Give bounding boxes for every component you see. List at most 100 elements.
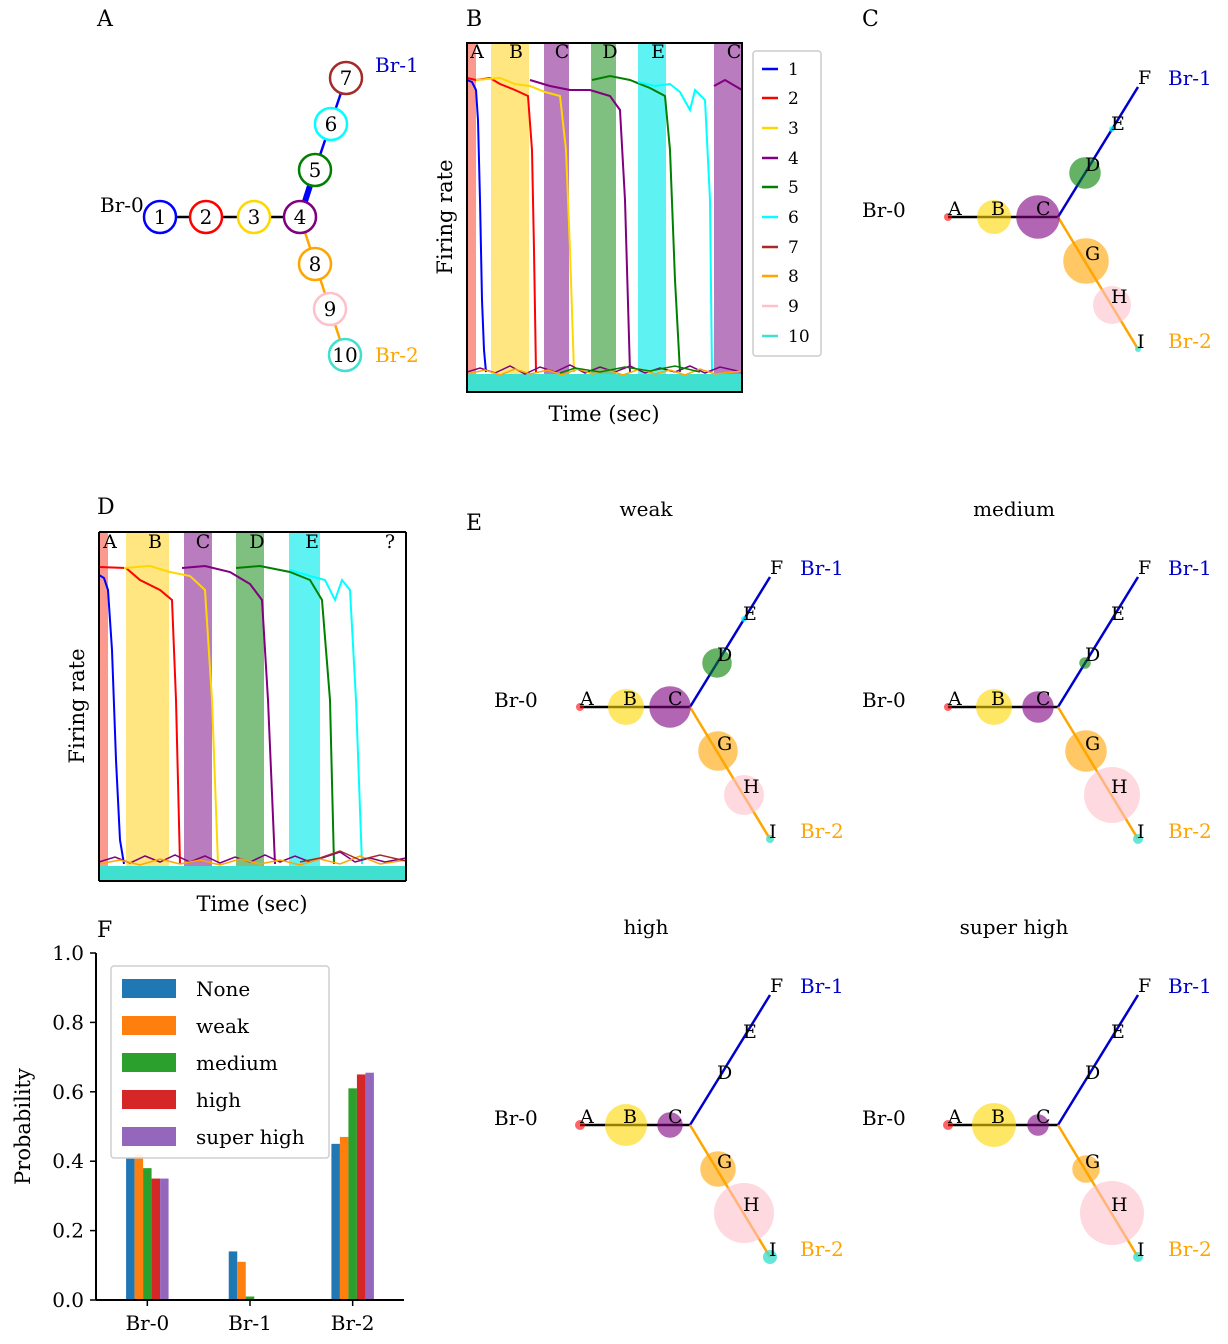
- legend-swatch: [122, 979, 176, 998]
- state-label-high-h: H: [743, 1194, 760, 1216]
- state-label-weak-c: C: [668, 688, 683, 710]
- legend-swatch: [122, 1127, 176, 1146]
- state-label-c-d: D: [1085, 154, 1100, 176]
- panel-d-letter: D: [97, 495, 115, 520]
- node-a-7: 7: [340, 66, 353, 90]
- panel-e-title-high: high: [624, 915, 669, 939]
- band-label-d-3: C: [196, 531, 211, 553]
- branch-label-super-high-br2: Br-2: [1168, 1237, 1212, 1261]
- branch-label-c-br1: Br-1: [1168, 66, 1212, 90]
- legend-b-item-5: 5: [788, 178, 799, 198]
- bar-weak-Br-0: [134, 1154, 144, 1300]
- state-label-medium-c: C: [1036, 688, 1051, 710]
- ylabel-f: Probability: [11, 1068, 35, 1185]
- branch-label-super-high-br0: Br-0: [862, 1106, 906, 1130]
- firing-rate-plot-b: A B C D E C Firing rate Time (sec): [433, 41, 743, 426]
- xlabel-d: Time (sec): [196, 892, 307, 916]
- bar-None-Br-2: [331, 1143, 340, 1300]
- tree-medium: A B C D E F G H I Br-0 Br-1 Br-2: [862, 556, 1212, 844]
- legend-b-item-2: 2: [788, 89, 799, 109]
- legend-b: 1 2 3 4 5 6 7 8 9 10: [752, 50, 822, 357]
- state-label-medium-e: E: [1111, 603, 1125, 625]
- firing-rate-plot-d: A B C D E ? Firing rate Time (sec): [65, 531, 407, 916]
- band-label-d-5: E: [305, 531, 319, 553]
- state-label-high-i: I: [769, 1239, 777, 1261]
- legend-b-item-9: 9: [788, 297, 799, 317]
- legend-swatch: [122, 1053, 176, 1072]
- panel-e-title-weak: weak: [620, 497, 674, 521]
- tree-weak: A B C D E F G H I Br-0 Br-1 Br-2: [494, 556, 844, 843]
- y-tick-label: 0.0: [52, 1288, 84, 1312]
- y-tick-label: 0.4: [52, 1149, 84, 1173]
- bar-None-Br-1: [228, 1251, 238, 1300]
- state-label-medium-b: B: [991, 688, 1005, 710]
- legend-b-item-8: 8: [788, 267, 799, 287]
- node-a-10: 10: [332, 343, 357, 367]
- x-tick-label: Br-2: [331, 1311, 375, 1335]
- state-label-c-h: H: [1111, 286, 1128, 308]
- state-label-c-b: B: [991, 198, 1005, 220]
- state-label-medium-d: D: [1085, 644, 1100, 666]
- state-label-super-high-d: D: [1085, 1062, 1100, 1084]
- panel-e-letter: E: [466, 511, 482, 536]
- bar-chart-bars: [126, 1072, 374, 1300]
- branch-label-super-high-br1: Br-1: [1168, 974, 1212, 998]
- branch-label-br0: Br-0: [100, 193, 144, 217]
- state-label-medium-h: H: [1111, 776, 1128, 798]
- legend-swatch: [122, 1090, 176, 1109]
- band-label-d-1: A: [102, 531, 117, 553]
- ylabel-d: Firing rate: [65, 648, 89, 763]
- bar-weak-Br-1: [237, 1261, 246, 1300]
- panel-e-title-medium: medium: [973, 497, 1055, 521]
- branch-label-medium-br2: Br-2: [1168, 819, 1212, 843]
- legend-b-item-7: 7: [788, 238, 799, 258]
- branch-label-medium-br0: Br-0: [862, 688, 906, 712]
- y-tick-label: 0.2: [52, 1219, 84, 1243]
- state-label-medium-g: G: [1085, 733, 1100, 755]
- panel-b: B: [433, 7, 822, 426]
- branch-label-high-br0: Br-0: [494, 1106, 538, 1130]
- state-label-high-a: A: [579, 1106, 594, 1128]
- node-a-5: 5: [309, 158, 322, 182]
- bar-high-Br-0: [151, 1178, 161, 1300]
- legend-label: super high: [196, 1125, 305, 1149]
- state-label-c-i: I: [1137, 331, 1145, 353]
- state-label-super-high-b: B: [991, 1106, 1005, 1128]
- node-a-6: 6: [325, 112, 338, 136]
- state-label-weak-h: H: [743, 776, 760, 798]
- branch-label-br2: Br-2: [375, 343, 419, 367]
- legend-b-item-10: 10: [788, 327, 810, 347]
- x-tick-label: Br-0: [125, 1311, 169, 1335]
- state-label-c-f: F: [1138, 67, 1151, 89]
- tree-high: A B C D E F G H I Br-0 Br-1 Br-2: [494, 974, 844, 1264]
- legend-label: weak: [196, 1014, 250, 1038]
- panel-c-letter: C: [862, 7, 879, 32]
- state-label-high-d: D: [717, 1062, 732, 1084]
- panel-a: A 1 2 3 4 5 6 7 8 9 10: [96, 7, 419, 373]
- state-label-weak-b: B: [623, 688, 637, 710]
- state-label-weak-a: A: [579, 688, 594, 710]
- legend-swatch: [122, 1016, 176, 1035]
- branch-label-high-br1: Br-1: [800, 974, 844, 998]
- legend-label: medium: [196, 1051, 278, 1075]
- node-a-2: 2: [200, 205, 213, 229]
- state-label-high-g: G: [717, 1151, 732, 1173]
- state-label-medium-i: I: [1137, 821, 1145, 843]
- panel-c: C A B C D E F G H I Br-0 Br-1 Br-2: [862, 7, 1212, 353]
- bar-chart-legend: None weak medium high super high: [110, 965, 330, 1159]
- state-label-super-high-c: C: [1036, 1106, 1051, 1128]
- state-label-weak-f: F: [770, 557, 783, 579]
- band-label-b-2: B: [509, 41, 523, 63]
- branch-label-high-br2: Br-2: [800, 1237, 844, 1261]
- panel-f: F 0.0 0.2 0.4 0.6 0.8 1.0 Br-0 Br-1 Br-2 None wea…: [11, 918, 404, 1335]
- band-label-d-4: D: [249, 531, 264, 553]
- node-a-3: 3: [248, 205, 261, 229]
- node-a-1: 1: [154, 205, 167, 229]
- ylabel-b: Firing rate: [433, 159, 457, 274]
- band-label-d-2: B: [148, 531, 162, 553]
- state-label-super-high-a: A: [947, 1106, 962, 1128]
- branch-label-medium-br1: Br-1: [1168, 556, 1212, 580]
- state-label-medium-a: A: [947, 688, 962, 710]
- state-label-high-b: B: [623, 1106, 637, 1128]
